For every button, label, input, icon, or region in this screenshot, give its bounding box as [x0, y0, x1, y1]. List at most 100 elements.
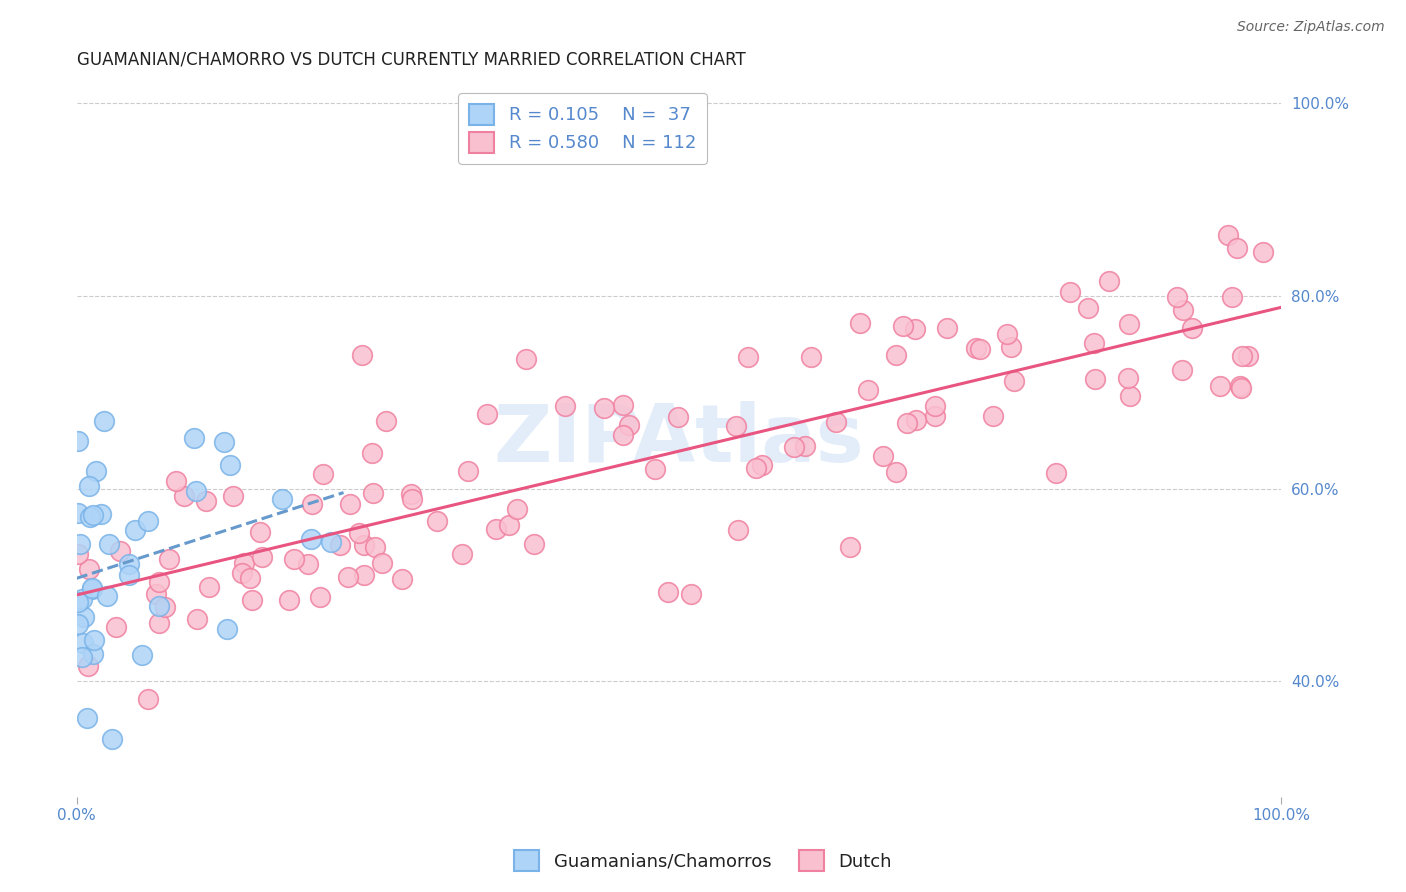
Point — [80, 581, 103, 595]
Point — [457, 464, 479, 478]
Point — [186, 484, 208, 499]
Point — [117, 557, 139, 571]
Point — [800, 350, 823, 364]
Point — [186, 612, 208, 626]
Point — [872, 449, 894, 463]
Point — [1181, 320, 1204, 334]
Point — [124, 523, 146, 537]
Point — [83, 633, 105, 648]
Point — [592, 401, 614, 415]
Point — [222, 490, 245, 504]
Point — [981, 409, 1004, 424]
Point — [1216, 228, 1239, 243]
Point — [76, 711, 98, 725]
Point — [1059, 285, 1081, 299]
Point — [896, 416, 918, 430]
Point — [252, 549, 274, 564]
Point — [79, 510, 101, 524]
Point — [751, 458, 773, 472]
Point — [523, 536, 546, 550]
Text: ZIPAtlas: ZIPAtlas — [494, 401, 865, 479]
Point — [131, 648, 153, 663]
Point — [98, 537, 121, 551]
Point — [995, 327, 1018, 342]
Point — [105, 620, 128, 634]
Point — [101, 731, 124, 746]
Point — [353, 568, 375, 582]
Point — [612, 398, 634, 412]
Point — [145, 587, 167, 601]
Point — [212, 435, 235, 450]
Point — [1237, 349, 1260, 363]
Point — [90, 507, 112, 521]
Point — [745, 461, 768, 475]
Point — [1251, 245, 1274, 260]
Point — [1229, 381, 1251, 395]
Point — [1045, 466, 1067, 480]
Point — [148, 616, 170, 631]
Point — [73, 609, 96, 624]
Point — [339, 497, 361, 511]
Point — [1118, 317, 1140, 331]
Point — [935, 320, 957, 334]
Point — [1077, 301, 1099, 316]
Point — [66, 547, 89, 561]
Point — [329, 538, 352, 552]
Point — [183, 432, 205, 446]
Legend: Guamanians/Chamorros, Dutch: Guamanians/Chamorros, Dutch — [508, 843, 898, 879]
Point — [724, 419, 747, 434]
Point — [70, 591, 93, 606]
Point — [240, 592, 263, 607]
Point — [299, 533, 322, 547]
Point — [727, 523, 749, 537]
Point — [347, 526, 370, 541]
Point — [891, 319, 914, 334]
Point — [86, 465, 108, 479]
Point — [884, 465, 907, 479]
Point — [70, 650, 93, 665]
Point — [666, 409, 689, 424]
Point — [77, 659, 100, 673]
Point — [155, 599, 177, 614]
Point — [80, 582, 103, 596]
Point — [72, 636, 94, 650]
Point — [173, 489, 195, 503]
Point — [612, 428, 634, 442]
Point — [1000, 340, 1022, 354]
Point — [849, 316, 872, 330]
Text: GUAMANIAN/CHAMORRO VS DUTCH CURRENTLY MARRIED CORRELATION CHART: GUAMANIAN/CHAMORRO VS DUTCH CURRENTLY MA… — [76, 51, 745, 69]
Point — [1171, 302, 1194, 317]
Point — [391, 572, 413, 586]
Point — [965, 341, 987, 355]
Point — [309, 591, 332, 605]
Point — [426, 514, 449, 528]
Point — [924, 399, 946, 413]
Point — [136, 515, 159, 529]
Point — [371, 556, 394, 570]
Point — [477, 407, 499, 421]
Point — [1166, 290, 1188, 304]
Point — [148, 599, 170, 614]
Point — [554, 399, 576, 413]
Point — [82, 647, 104, 661]
Point — [319, 535, 342, 549]
Point — [66, 595, 89, 609]
Point — [506, 501, 529, 516]
Point — [231, 566, 253, 581]
Point — [77, 562, 100, 576]
Point — [232, 556, 254, 570]
Point — [108, 544, 131, 558]
Point — [67, 617, 90, 632]
Point — [165, 475, 187, 489]
Point — [838, 540, 860, 554]
Point — [1220, 290, 1243, 304]
Point — [352, 348, 374, 362]
Point — [249, 524, 271, 539]
Point — [1229, 378, 1251, 392]
Point — [1002, 375, 1025, 389]
Point — [856, 383, 879, 397]
Point — [148, 575, 170, 590]
Point — [283, 552, 305, 566]
Point — [1230, 350, 1253, 364]
Point — [157, 552, 180, 566]
